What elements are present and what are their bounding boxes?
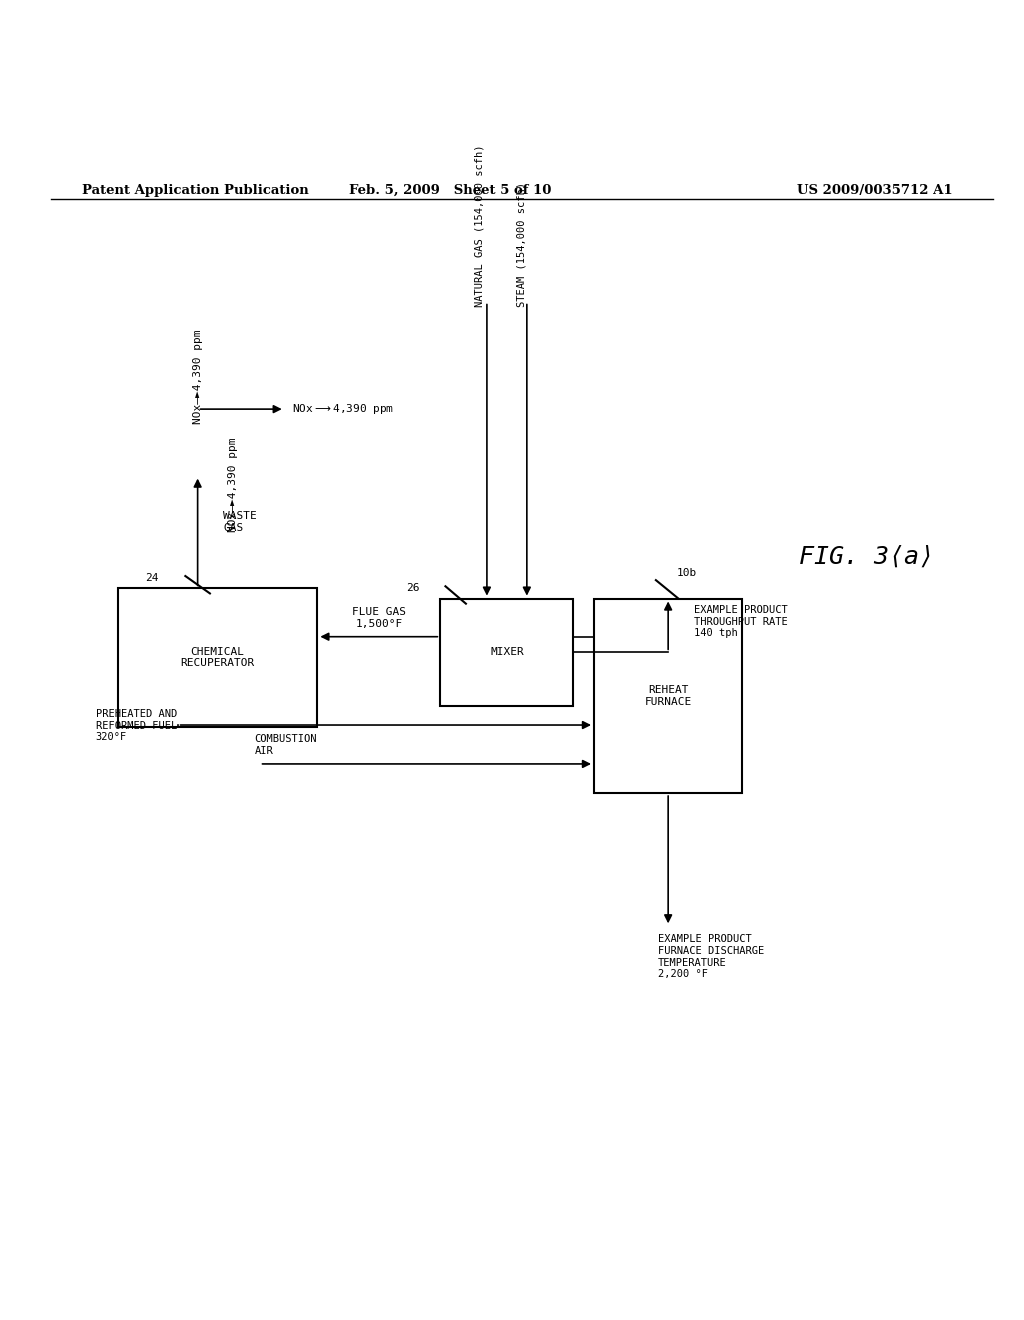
Text: NOx$\longrightarrow$4,390 ppm: NOx$\longrightarrow$4,390 ppm	[292, 403, 394, 416]
Text: STEAM (154,000 scfh): STEAM (154,000 scfh)	[516, 182, 526, 306]
Text: FIG. 3⟨a⟩: FIG. 3⟨a⟩	[799, 545, 934, 570]
Bar	[118, 589, 317, 726]
Text: 24: 24	[145, 573, 159, 583]
Bar	[440, 598, 573, 706]
Text: EXAMPLE PRODUCT
THROUGHPUT RATE
140 tph: EXAMPLE PRODUCT THROUGHPUT RATE 140 tph	[694, 605, 787, 638]
Text: CHEMICAL
RECUPERATOR: CHEMICAL RECUPERATOR	[180, 647, 255, 668]
Text: EXAMPLE PRODUCT
FURNACE DISCHARGE
TEMPERATURE
2,200 °F: EXAMPLE PRODUCT FURNACE DISCHARGE TEMPER…	[657, 935, 764, 979]
Text: NOx—►4,390 ppm: NOx—►4,390 ppm	[193, 330, 203, 425]
Text: MIXER: MIXER	[490, 647, 523, 657]
Text: PREHEATED AND
REFORMED FUEL
320°F: PREHEATED AND REFORMED FUEL 320°F	[95, 709, 177, 742]
Text: NOx—►4,390 ppm: NOx—►4,390 ppm	[228, 437, 239, 532]
Text: WASTE
GAS: WASTE GAS	[223, 511, 257, 532]
Text: NATURAL GAS (154,000 scfh): NATURAL GAS (154,000 scfh)	[474, 144, 484, 306]
Text: Feb. 5, 2009   Sheet 5 of 10: Feb. 5, 2009 Sheet 5 of 10	[349, 183, 552, 197]
Bar	[594, 598, 742, 793]
Text: 10b: 10b	[676, 568, 696, 578]
Text: REHEAT
FURNACE: REHEAT FURNACE	[644, 685, 692, 706]
Text: COMBUSTION
AIR: COMBUSTION AIR	[254, 734, 317, 756]
Text: FLUE GAS
1,500°F: FLUE GAS 1,500°F	[352, 607, 406, 628]
Text: US 2009/0035712 A1: US 2009/0035712 A1	[797, 183, 952, 197]
Text: Patent Application Publication: Patent Application Publication	[82, 183, 308, 197]
Text: 26: 26	[407, 583, 420, 594]
